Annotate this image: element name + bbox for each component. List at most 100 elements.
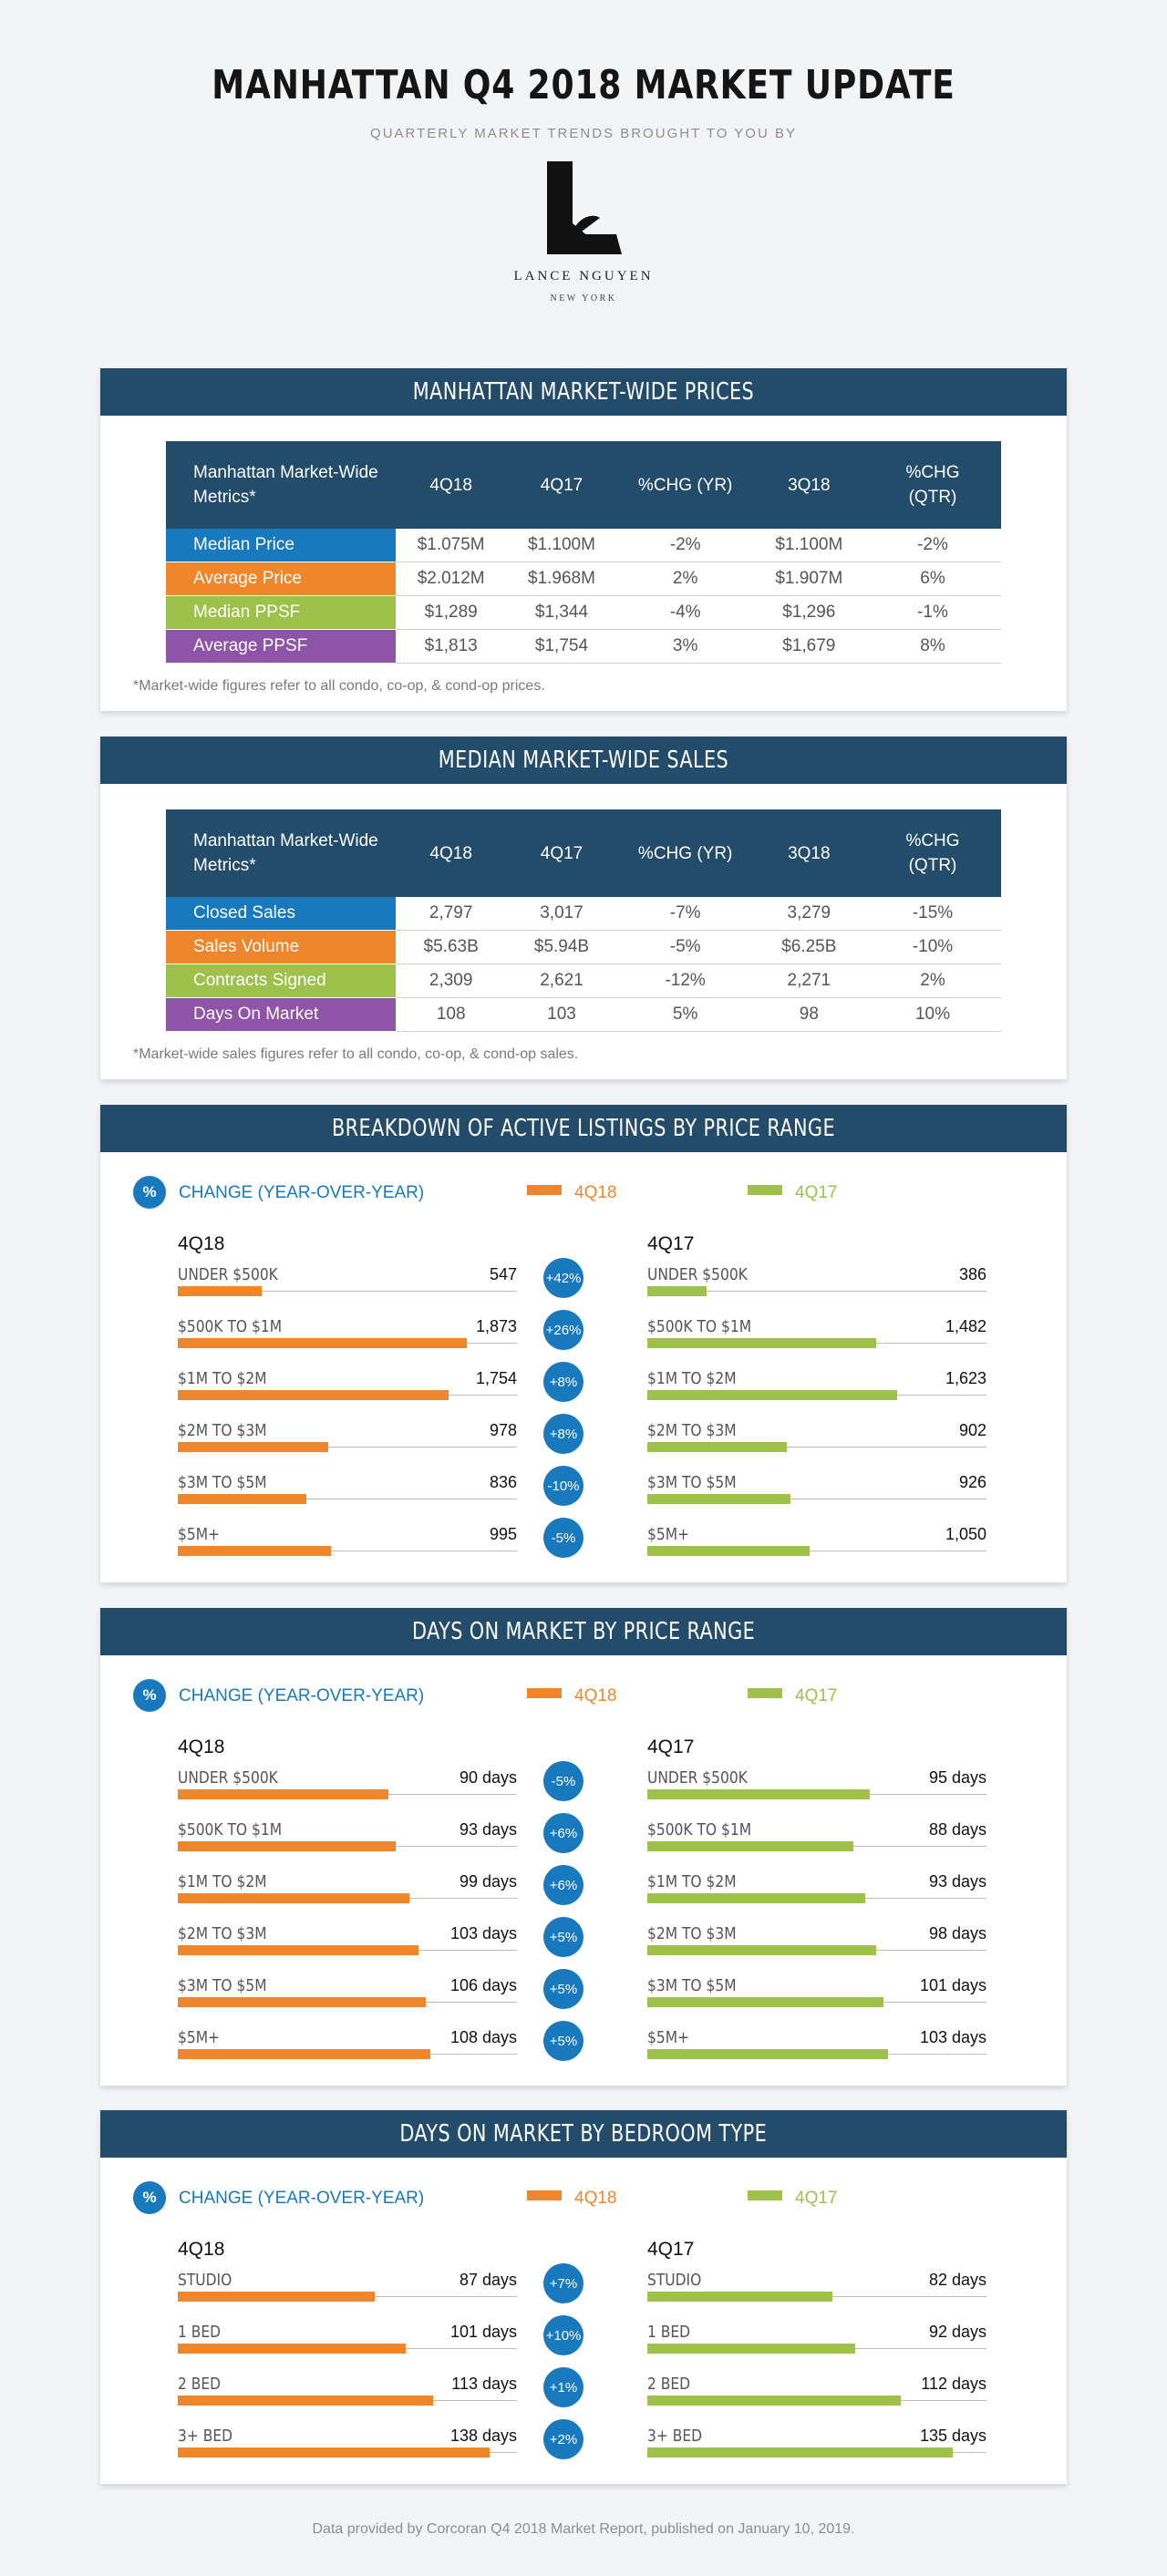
- value-label: 90 days: [459, 1768, 517, 1787]
- chart-panel-header: BREAKDOWN OF ACTIVE LISTINGS BY PRICE RA…: [100, 1105, 1067, 1152]
- change-badge: +26%: [543, 1310, 584, 1350]
- metric-value: 98: [753, 997, 864, 1032]
- change-badge: +7%: [543, 2263, 584, 2303]
- metric-value: 10%: [864, 997, 1001, 1032]
- bar: [647, 2396, 901, 2406]
- value-label: 926: [958, 1473, 986, 1491]
- percent-icon: %: [133, 1679, 166, 1712]
- column-title: 4Q17: [647, 1233, 695, 1254]
- prices-panel-title: MANHATTAN MARKET-WIDE PRICES: [412, 378, 755, 406]
- chart-legend: % CHANGE (YEAR-OVER-YEAR) 4Q18 4Q17: [133, 1675, 1034, 1712]
- bar: [178, 1789, 388, 1799]
- bar: [178, 2396, 434, 2406]
- bar-row: $3M TO $5M 836: [178, 1464, 517, 1516]
- column-title: 4Q17: [647, 1736, 695, 1757]
- chart-title: DAYS ON MARKET BY PRICE RANGE: [411, 1618, 756, 1645]
- metric-value: 5%: [616, 997, 754, 1032]
- value-label: 93 days: [459, 1820, 517, 1839]
- metric-value: 2%: [864, 963, 1001, 998]
- bar: [178, 2292, 375, 2302]
- column-title: 4Q18: [178, 1736, 225, 1757]
- value-label: 103 days: [919, 2028, 986, 2046]
- metric-value: $1.075M: [396, 529, 507, 562]
- metric-label: Average PPSF: [166, 629, 396, 664]
- change-badge: +1%: [543, 2367, 584, 2407]
- bar: [647, 1841, 853, 1851]
- bar: [647, 1390, 898, 1400]
- bar-row: STUDIO 82 days: [647, 2262, 986, 2313]
- bar: [647, 1997, 884, 2007]
- legend-label-4q17: 4Q17: [795, 1686, 838, 1705]
- bar-row: 3+ BED 138 days: [178, 2417, 517, 2469]
- bar-row: $3M TO $5M 101 days: [647, 1967, 986, 2019]
- value-label: 978: [489, 1421, 517, 1439]
- bar-row: UNDER $500K 386: [647, 1256, 986, 1308]
- value-label: 93 days: [928, 1872, 986, 1891]
- category-label: STUDIO: [647, 2271, 702, 2290]
- percent-icon: %: [133, 1176, 166, 1209]
- header-4q17: 4Q17: [506, 809, 617, 897]
- chart-panel-header: DAYS ON MARKET BY BEDROOM TYPE: [100, 2110, 1067, 2158]
- bar-row: $5M+ 1,050: [647, 1516, 986, 1568]
- value-label: 138 days: [449, 2427, 517, 2445]
- page-title: MANHATTAN Q4 2018 MARKET UPDATE: [212, 62, 955, 108]
- bar-row: $2M TO $3M 103 days: [178, 1915, 517, 1967]
- source-note: Data provided by Corcoran Q4 2018 Market…: [312, 2521, 855, 2537]
- value-label: 902: [958, 1421, 986, 1439]
- page-header: MANHATTAN Q4 2018 MARKET UPDATE QUARTERL…: [0, 0, 1167, 304]
- metric-value: $1,296: [753, 595, 864, 630]
- metric-value: 3%: [616, 629, 754, 664]
- header-chg-yr: %CHG (YR): [616, 441, 754, 529]
- change-badge: -5%: [543, 1761, 584, 1801]
- bar-row: STUDIO 87 days: [178, 2262, 517, 2313]
- legend-label-4q18: 4Q18: [574, 2189, 617, 2208]
- dom-by-price-panel: DAYS ON MARKET BY PRICE RANGE % CHANGE (YE…: [100, 1608, 1067, 2086]
- chart-title: BREAKDOWN OF ACTIVE LISTINGS BY PRICE RA…: [331, 1115, 835, 1142]
- bar: [647, 1945, 877, 1955]
- value-label: 99 days: [459, 1872, 517, 1891]
- category-label: $3M TO $5M: [178, 1976, 267, 1995]
- prices-table-row: Median PPSF $1,289 $1,344 -4% $1,296 -1%: [166, 595, 1001, 630]
- value-label: 112 days: [921, 2375, 986, 2393]
- metric-value: -5%: [616, 930, 754, 964]
- legend-swatch-4q18: [527, 2190, 562, 2200]
- bar: [647, 1494, 790, 1504]
- change-badge: +10%: [543, 2315, 584, 2355]
- chart-column-4q17: 4Q17 UNDER $500K 386 $500K TO $1M 1,482 $1M T…: [647, 1232, 986, 1568]
- metric-value: $5.63B: [396, 930, 507, 964]
- category-label: UNDER $500K: [178, 1265, 278, 1284]
- prices-panel: MANHATTAN MARKET-WIDE PRICES Manhattan M…: [100, 368, 1067, 711]
- prices-table-row: Median Price $1.075M $1.100M -2% $1.100M -2%: [166, 529, 1001, 562]
- percent-icon: %: [133, 2181, 166, 2214]
- header-4q17: 4Q17: [506, 441, 617, 529]
- column-title: 4Q17: [647, 2239, 695, 2260]
- bar-row: $500K TO $1M 88 days: [647, 1811, 986, 1863]
- category-label: 2 BED: [178, 2375, 222, 2394]
- bar-row: UNDER $500K 90 days: [178, 1759, 517, 1811]
- bar-track: [178, 1291, 517, 1292]
- logo-l-mark-icon: [547, 161, 622, 254]
- category-label: $2M TO $3M: [647, 1421, 737, 1440]
- header-metric: Manhattan Market-Wide Metrics*: [166, 809, 396, 897]
- value-label: 135 days: [919, 2427, 986, 2445]
- metric-value: 2,309: [396, 963, 507, 998]
- bar: [647, 1286, 707, 1296]
- dom-by-bedroom-panel: DAYS ON MARKET BY BEDROOM TYPE% CHANGE (Y…: [100, 2110, 1067, 2484]
- chart-panel-header: DAYS ON MARKET BY PRICE RANGE: [100, 1608, 1067, 1655]
- category-label: 1 BED: [178, 2323, 222, 2342]
- value-label: 113 days: [451, 2375, 517, 2393]
- sales-panel-header: MEDIAN MARKET-WIDE SALES: [100, 737, 1067, 784]
- chart-title: DAYS ON MARKET BY BEDROOM TYPE: [399, 2120, 768, 2148]
- value-label: 1,482: [945, 1317, 986, 1335]
- sales-table-row: Closed Sales 2,797 3,017 -7% 3,279 -15%: [166, 897, 1001, 931]
- prices-footnote: *Market-wide figures refer to all condo,…: [133, 678, 545, 694]
- metric-value: $1.968M: [506, 562, 617, 596]
- value-label: 95 days: [928, 1768, 986, 1787]
- category-label: $1M TO $2M: [178, 1872, 267, 1891]
- bar-row: 1 BED 101 days: [178, 2313, 517, 2365]
- value-label: 1,623: [945, 1369, 986, 1387]
- bar: [647, 2292, 833, 2302]
- bar-row: 3+ BED 135 days: [647, 2417, 986, 2469]
- change-badge: -5%: [543, 1518, 584, 1558]
- bar-row: $1M TO $2M 1,754: [178, 1360, 517, 1412]
